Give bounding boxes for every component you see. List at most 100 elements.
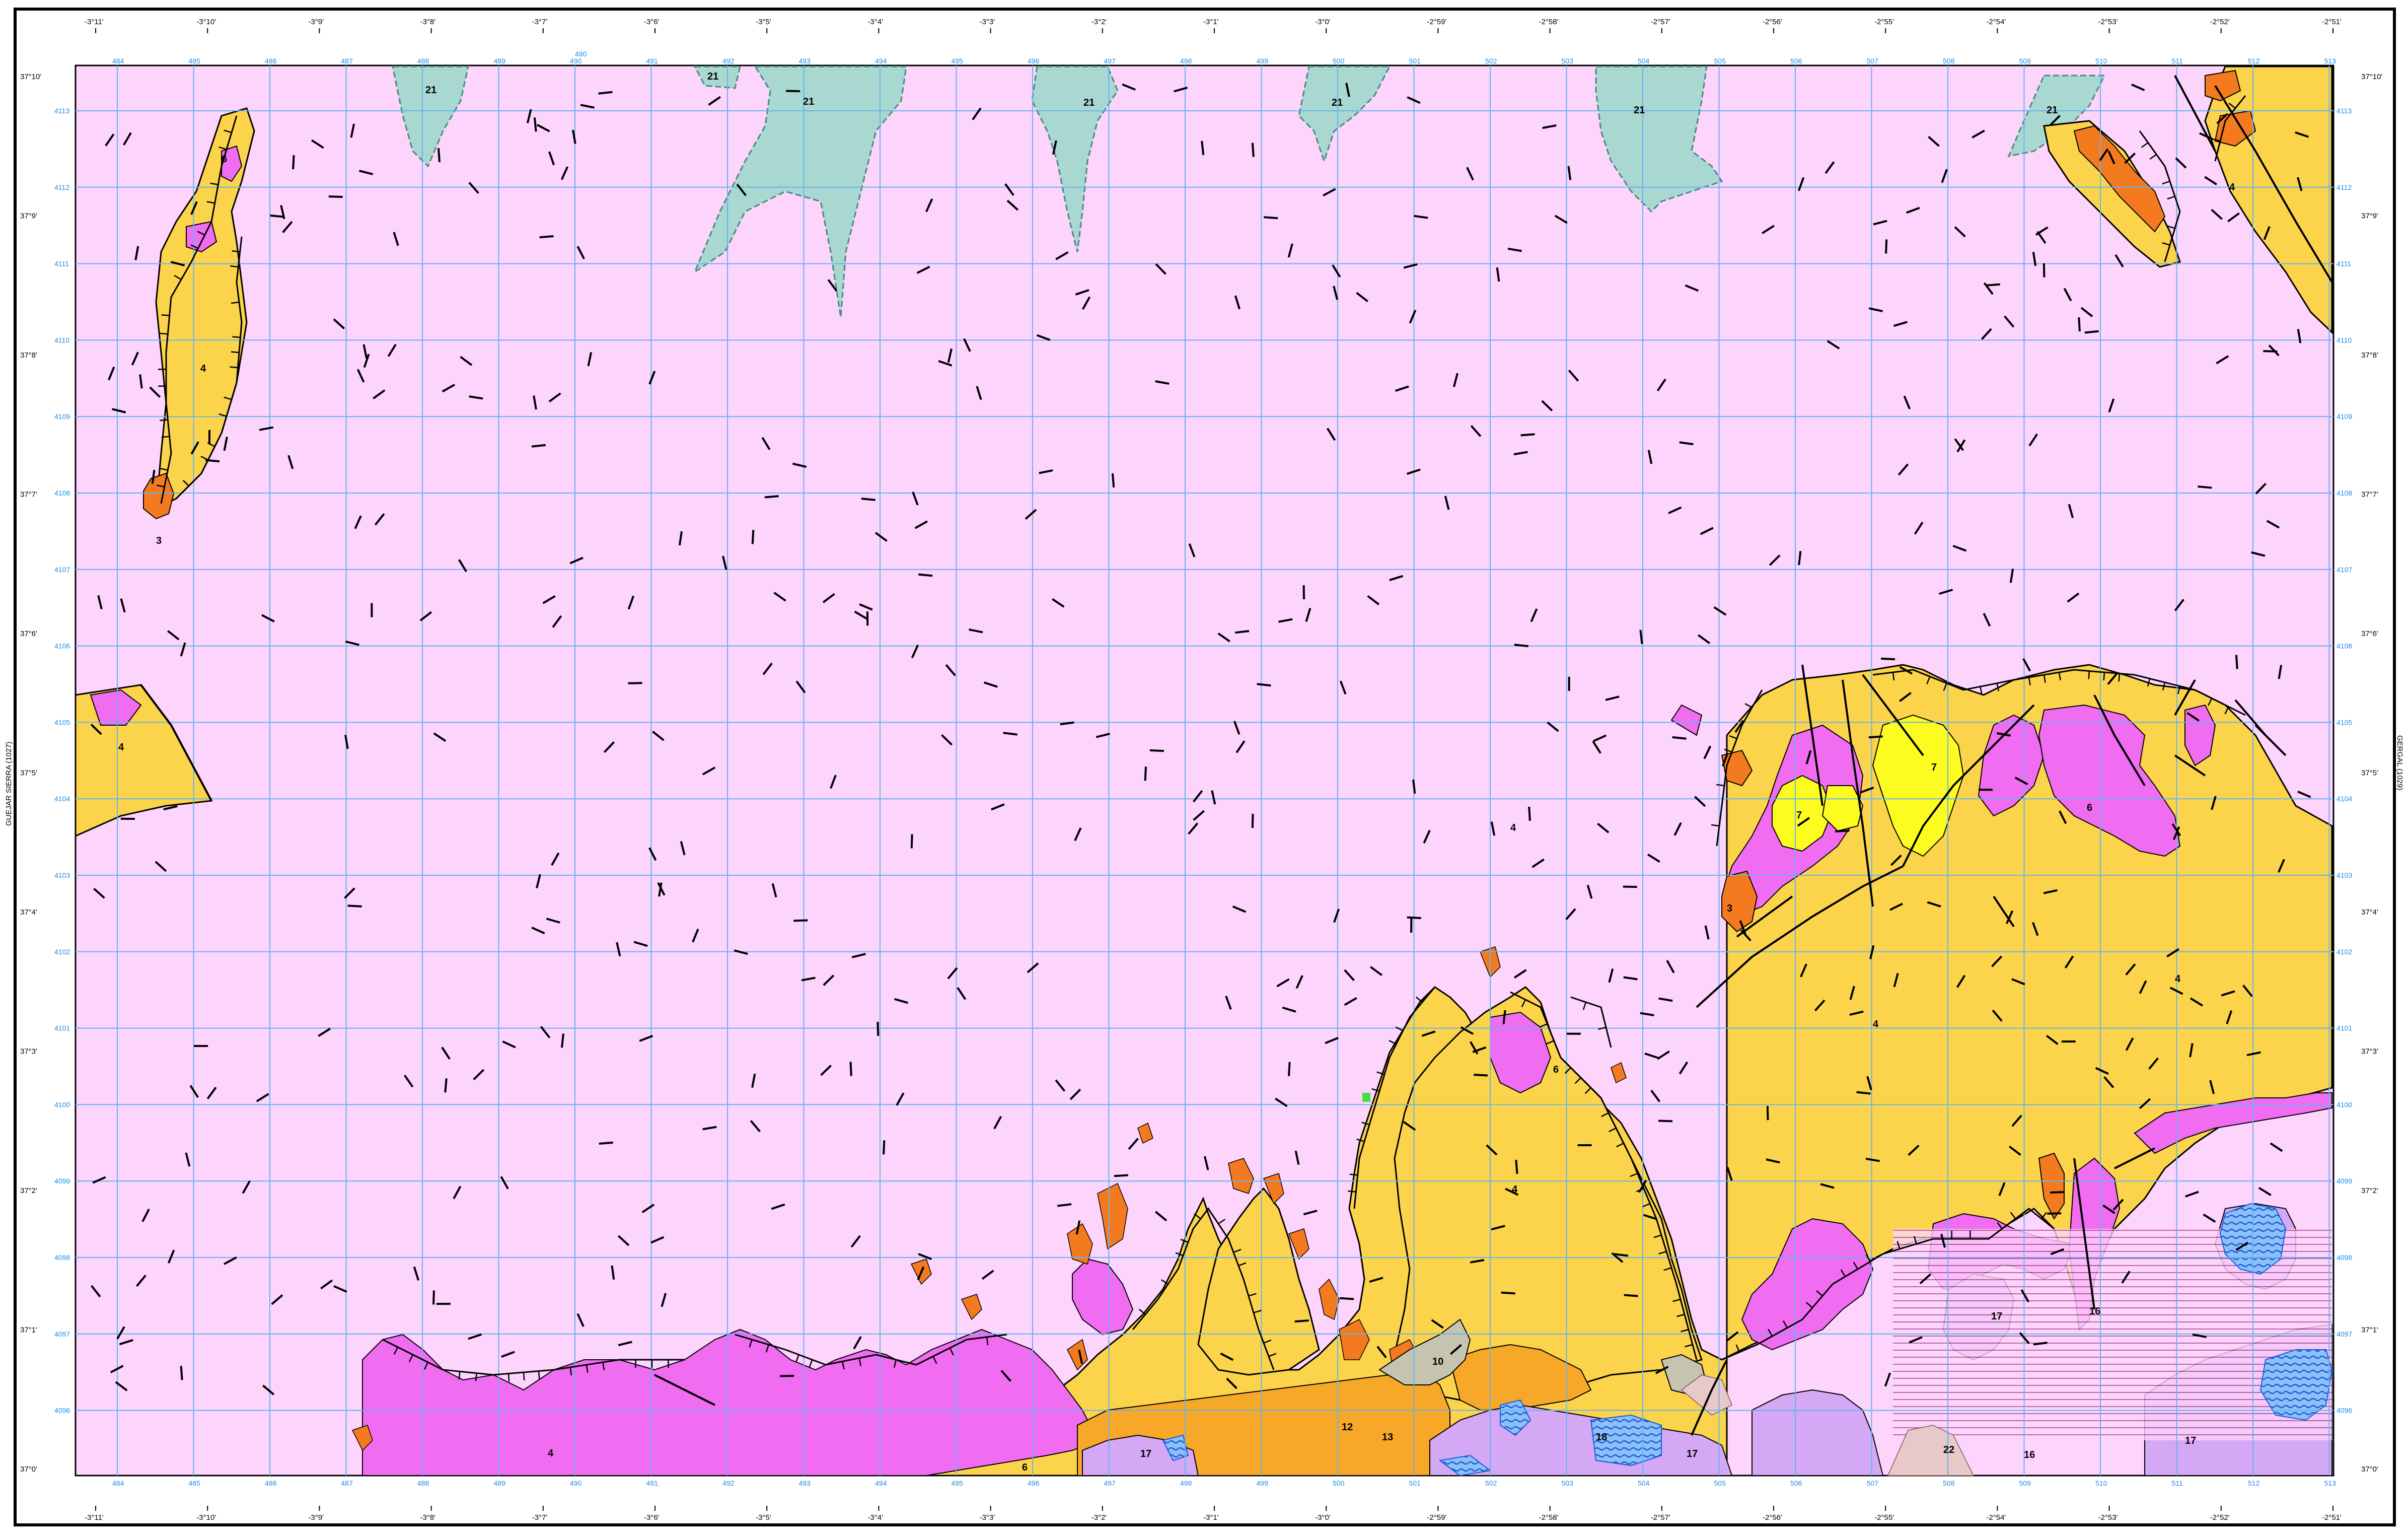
- label-3: 3: [1727, 903, 1732, 914]
- longitude-label: -2°58': [1539, 18, 1559, 26]
- dip-strike-symbol: [439, 148, 440, 162]
- latitude-label: 37°3': [2361, 1047, 2378, 1056]
- utm-y-label: 4106: [2337, 642, 2352, 650]
- utm-x-label: 504: [1638, 57, 1650, 65]
- latitude-label: 37°7': [20, 491, 37, 499]
- utm-y-label: 4113: [2337, 107, 2352, 115]
- longitude-label: -3°1': [1203, 18, 1219, 26]
- utm-x-label: 501: [1409, 57, 1421, 65]
- thrust-tick: [160, 333, 168, 334]
- longitude-label: -3°3': [980, 18, 995, 26]
- label-17: 17: [1991, 1311, 2002, 1322]
- utm-x-label: 513: [2324, 57, 2337, 65]
- utm-y-label: 4098: [54, 1253, 70, 1262]
- utm-y-label: 4097: [54, 1330, 70, 1338]
- utm-x-label: 492: [722, 57, 735, 65]
- dip-strike-symbol: [1340, 1298, 1354, 1299]
- utm-x-label: 492: [722, 1479, 735, 1487]
- latitude-label: 37°8': [2361, 351, 2378, 360]
- utm-x-label: 499: [1257, 57, 1269, 65]
- longitude-label: -2°54': [1986, 1513, 2006, 1522]
- dip-strike-symbol: [2050, 1192, 2064, 1193]
- thrust-tick: [459, 1371, 460, 1379]
- label-4: 4: [2175, 973, 2181, 985]
- utm-y-label: 4097: [2337, 1330, 2352, 1338]
- utm-x-label: 490: [570, 1479, 582, 1487]
- label-4: 4: [1873, 1019, 1879, 1030]
- label-13: 13: [1382, 1432, 1393, 1443]
- latitude-label: 37°3': [20, 1047, 37, 1056]
- utm-x-label: 502: [1485, 57, 1497, 65]
- latitude-label: 37°2': [20, 1186, 37, 1195]
- latitude-label: 37°9': [2361, 212, 2378, 221]
- utm-y-label: 4108: [54, 489, 70, 497]
- longitude-label: -3°6': [644, 1513, 660, 1522]
- longitude-label: -3°7': [532, 1513, 548, 1522]
- longitude-label: -3°11': [85, 18, 104, 26]
- longitude-label: -2°55': [1874, 1513, 1894, 1522]
- utm-x-label: 488: [417, 57, 429, 65]
- utm-x-label: 495: [952, 1479, 964, 1487]
- utm-y-label: 4096: [54, 1407, 70, 1415]
- utm-y-label: 4101: [2337, 1024, 2352, 1032]
- label-21: 21: [1083, 97, 1094, 108]
- longitude-label: -3°5': [756, 18, 771, 26]
- utm-y-label: 4109: [2337, 412, 2352, 421]
- utm-x-label: 503: [1562, 1479, 1574, 1487]
- label-6: 6: [1553, 1064, 1559, 1075]
- longitude-label: -3°1': [1203, 1513, 1219, 1522]
- utm-x-label: 507: [1867, 1479, 1879, 1487]
- utm-y-label: 4105: [54, 718, 70, 726]
- dip-strike-symbol: [861, 499, 875, 500]
- longitude-label: -3°8': [420, 18, 436, 26]
- label-6: 6: [2087, 802, 2092, 813]
- longitude-label: -3°6': [644, 18, 660, 26]
- longitude-label: -3°9': [308, 18, 324, 26]
- utm-x-label: 494: [875, 1479, 887, 1487]
- dip-strike-symbol: [1529, 807, 1530, 821]
- green-marker: [1362, 1093, 1370, 1102]
- label-21: 21: [425, 85, 436, 96]
- utm-y-label: 4111: [54, 260, 69, 268]
- dip-strike-symbol: [1658, 1121, 1672, 1122]
- thrust-tick: [232, 251, 240, 252]
- utm-x-label: 485: [189, 1479, 201, 1487]
- latitude-label: 37°1': [2361, 1326, 2378, 1335]
- longitude-label: -2°51': [2322, 18, 2342, 26]
- utm-x-label: 511: [2172, 57, 2183, 65]
- utm-y-label: 4107: [54, 566, 70, 574]
- utm-y-label: 4101: [54, 1024, 70, 1032]
- thrust-tick: [230, 367, 238, 368]
- utm-x-label: 487: [341, 57, 353, 65]
- utm-x-label: 512: [2248, 1479, 2260, 1487]
- utm-x-label: 487: [341, 1479, 353, 1487]
- utm-x-label: 489: [494, 1479, 506, 1487]
- label-16: 16: [2089, 1306, 2100, 1317]
- longitude-label: -3°8': [420, 1513, 436, 1522]
- utm-y-label: 4111: [2337, 260, 2351, 268]
- longitude-label: -2°52': [2210, 1513, 2230, 1522]
- thrust-tick: [162, 437, 170, 438]
- utm-x-label: 501: [1409, 1479, 1421, 1487]
- label-21: 21: [1332, 97, 1343, 108]
- label-21: 21: [707, 71, 718, 82]
- longitude-label: -2°53': [2098, 1513, 2118, 1522]
- label-21: 21: [1634, 105, 1645, 116]
- longitude-label: -2°59': [1427, 1513, 1446, 1522]
- label-16: 16: [2024, 1449, 2035, 1460]
- utm-x-label: 497: [1104, 57, 1116, 65]
- dip-strike-symbol: [2085, 331, 2099, 333]
- utm-y-label: 4096: [2337, 1407, 2352, 1415]
- latitude-label: 37°0': [2361, 1465, 2378, 1474]
- longitude-label: -3°10': [196, 1513, 216, 1522]
- label-4: 4: [118, 742, 124, 753]
- utm-x-label: 510: [2095, 1479, 2107, 1487]
- utm-y-label: 4098: [2337, 1253, 2352, 1262]
- utm-y-label: 4099: [2337, 1177, 2352, 1185]
- utm-x-label: 493: [799, 1479, 811, 1487]
- label-7: 7: [1931, 762, 1937, 773]
- utm-x-label: 496: [1028, 1479, 1040, 1487]
- longitude-label: -2°56': [1763, 18, 1782, 26]
- dip-strike-symbol: [2079, 317, 2080, 331]
